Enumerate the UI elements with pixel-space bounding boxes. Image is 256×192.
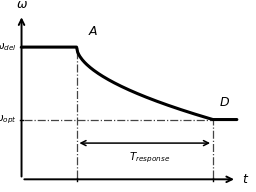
Text: $\omega_{del}$: $\omega_{del}$ <box>0 41 17 53</box>
Text: $\omega$: $\omega$ <box>16 0 27 11</box>
Text: $\omega_{opt}$: $\omega_{opt}$ <box>0 113 17 126</box>
Text: $T_{response}$: $T_{response}$ <box>129 150 170 165</box>
Text: $t$: $t$ <box>242 173 249 186</box>
Text: A: A <box>89 25 98 38</box>
Text: $t_{start}$: $t_{start}$ <box>65 190 88 192</box>
Text: D: D <box>220 96 230 109</box>
Text: $t_{end}$: $t_{end}$ <box>203 190 223 192</box>
